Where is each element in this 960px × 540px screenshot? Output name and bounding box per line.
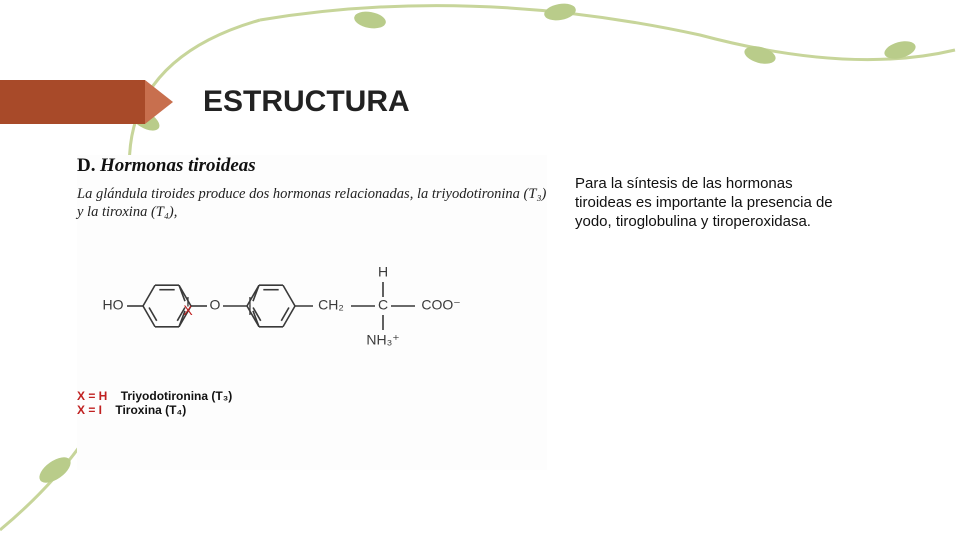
- side-paragraph: Para la síntesis de las hormonas tiroide…: [575, 175, 835, 231]
- content-panel: D. Hormonas tiroideas La glándula tiroid…: [77, 155, 547, 470]
- svg-text:C: C: [378, 297, 388, 313]
- title-bar: ESTRUCTURA: [0, 80, 410, 124]
- legend-key-1: X = H: [77, 389, 107, 403]
- legend-row-1: X = H Triyodotironina (T₃): [77, 389, 547, 403]
- section-letter: D.: [77, 155, 95, 176]
- section-name: Hormonas tiroideas: [100, 155, 256, 176]
- svg-text:I: I: [248, 302, 252, 318]
- section-heading: D. Hormonas tiroideas: [77, 155, 547, 177]
- svg-text:COO⁻: COO⁻: [421, 297, 460, 313]
- svg-text:X: X: [183, 302, 193, 318]
- svg-text:NH₃⁺: NH₃⁺: [366, 332, 399, 348]
- legend-label-2: Tiroxina (T₄): [115, 403, 186, 417]
- title-bar-rect: [0, 80, 145, 124]
- slide: ESTRUCTURA D. Hormonas tiroideas La glán…: [0, 0, 960, 540]
- structure-legend: X = H Triyodotironina (T₃) X = I Tiroxin…: [77, 389, 547, 417]
- legend-label-1: Triyodotironina (T₃): [121, 389, 233, 403]
- chemical-structure: HOIXOIICH₂CHNH₃⁺COO⁻: [77, 231, 537, 381]
- legend-row-2: X = I Tiroxina (T₄): [77, 403, 547, 417]
- section-subtitle: La glándula tiroides produce dos hormona…: [77, 185, 547, 221]
- svg-text:O: O: [210, 297, 221, 313]
- svg-text:H: H: [378, 264, 388, 280]
- svg-text:CH₂: CH₂: [318, 297, 344, 313]
- slide-title: ESTRUCTURA: [203, 85, 410, 119]
- title-bar-chevron: [145, 80, 173, 124]
- svg-text:HO: HO: [103, 297, 124, 313]
- legend-key-2: X = I: [77, 403, 102, 417]
